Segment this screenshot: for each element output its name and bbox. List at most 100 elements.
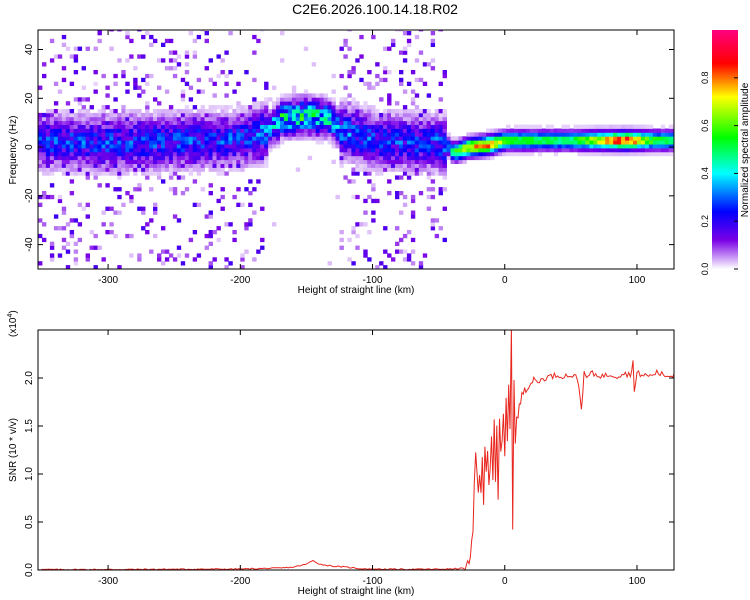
- spectrogram-cell: [168, 112, 174, 118]
- spectrogram-cell: [164, 128, 170, 133]
- spectrogram-cell: [53, 140, 59, 145]
- spectrogram-cell: [395, 112, 400, 118]
- spectrogram-cell: [633, 151, 638, 157]
- spectrogram-cell: [101, 155, 106, 161]
- y-tick-label: 1.0: [24, 467, 35, 481]
- spectrogram-cell: [69, 144, 75, 149]
- spectrogram-cell: [121, 70, 126, 75]
- spectrogram-cell: [145, 116, 150, 122]
- spectrogram-cell: [391, 151, 396, 157]
- spectrogram-cell: [141, 206, 146, 211]
- spectrogram-cell: [565, 136, 570, 141]
- spectrogram-cell: [248, 120, 253, 125]
- spectrogram-cell: [264, 144, 269, 149]
- spectrogram-cell: [375, 163, 380, 168]
- spectrogram-cell: [533, 144, 539, 149]
- spectrogram-cell: [145, 167, 150, 172]
- spectrogram-cell: [49, 167, 55, 172]
- spectrogram-cell: [299, 116, 305, 122]
- spectrogram-cell: [283, 120, 289, 125]
- spectrogram-cell: [172, 50, 178, 55]
- spectrogram-cell: [644, 132, 650, 137]
- spectrogram-cell: [470, 136, 475, 141]
- spectrogram-cell: [482, 144, 487, 149]
- spectrogram-cell: [502, 136, 507, 141]
- spectrogram-cell: [42, 73, 47, 79]
- spectrogram-cell: [220, 206, 225, 211]
- spectrogram-cell: [299, 105, 305, 110]
- spectrogram-cell: [129, 155, 134, 161]
- spectrogram-cell: [208, 214, 213, 219]
- spectrogram-cell: [577, 148, 582, 153]
- spectrogram-cell: [664, 128, 670, 133]
- spectrogram-cell: [339, 120, 344, 125]
- spectrogram-cell: [410, 198, 416, 204]
- spectrogram-cell: [577, 132, 582, 137]
- spectrogram-cell: [180, 175, 186, 180]
- spectrogram-cell: [422, 151, 428, 157]
- spectrogram-cell: [149, 112, 154, 118]
- spectrogram-cell: [442, 159, 447, 164]
- spectrogram-cell: [73, 132, 79, 137]
- spectrogram-cell: [117, 140, 122, 145]
- spectrogram-cell: [168, 187, 174, 192]
- spectrogram-cell: [387, 46, 392, 51]
- spectrogram-cell: [442, 73, 447, 79]
- spectrogram-cell: [45, 112, 51, 118]
- spectrogram-cell: [105, 151, 110, 157]
- spectrogram-cell: [347, 46, 352, 51]
- spectrogram-cell: [252, 101, 257, 106]
- spectrogram-cell: [387, 120, 392, 125]
- spectrogram-cell: [482, 155, 487, 161]
- spectrogram-cell: [224, 112, 229, 118]
- spectrogram-cell: [371, 151, 376, 157]
- spectrogram-cell: [153, 132, 158, 137]
- spectrogram-cell: [224, 151, 229, 157]
- spectrogram-cell: [347, 132, 352, 137]
- spectrogram-cell: [625, 151, 630, 157]
- spectrogram-cell: [347, 109, 352, 114]
- spectrogram-cell: [399, 191, 404, 196]
- spectrogram-cell: [395, 132, 400, 137]
- spectrogram-cell: [97, 144, 102, 149]
- spectrogram-cell: [299, 101, 305, 106]
- spectrogram-cell: [256, 124, 261, 129]
- spectrogram-cell: [276, 120, 281, 125]
- spectrogram-cell: [637, 151, 642, 157]
- spectrogram-cell: [486, 132, 491, 137]
- spectrogram-cell: [438, 151, 443, 157]
- spectrogram-cell: [236, 155, 241, 161]
- spectrogram-cell: [137, 155, 142, 161]
- spectrogram-cell: [498, 132, 503, 137]
- spectrogram-cell: [355, 116, 360, 122]
- spectrogram-cell: [280, 31, 285, 36]
- spectrogram-cell: [137, 30, 142, 32]
- spectrogram-cell: [291, 128, 297, 133]
- spectrogram-cell: [240, 128, 245, 133]
- spectrogram-cell: [351, 132, 356, 137]
- spectrogram-cell: [244, 105, 249, 110]
- spectrogram-cell: [208, 265, 213, 269]
- spectrogram-cell: [410, 237, 416, 243]
- spectrogram-cell: [101, 136, 106, 141]
- spectrogram-cell: [387, 101, 392, 106]
- spectrogram-cell: [49, 128, 55, 133]
- spectrogram-cell: [125, 144, 130, 149]
- spectrogram-cell: [89, 230, 94, 235]
- spectrogram-cell: [399, 132, 404, 137]
- spectrogram-cell: [93, 144, 98, 149]
- spectrogram-cell: [561, 144, 566, 149]
- spectrogram-cell: [422, 144, 428, 149]
- spectrogram-cell: [105, 183, 110, 188]
- spectrogram-cell: [391, 132, 396, 137]
- spectrogram-cell: [77, 116, 83, 122]
- spectrogram-cell: [268, 120, 273, 125]
- spectrogram-cell: [533, 148, 539, 153]
- spectrogram-cell: [545, 144, 551, 149]
- spectrogram-cell: [565, 148, 570, 153]
- spectrogram-cell: [422, 136, 428, 141]
- spectrogram-cell: [180, 128, 186, 133]
- spectrogram-cell: [311, 116, 317, 122]
- spectrogram-cell: [375, 132, 380, 137]
- spectrogram-cell: [331, 112, 336, 118]
